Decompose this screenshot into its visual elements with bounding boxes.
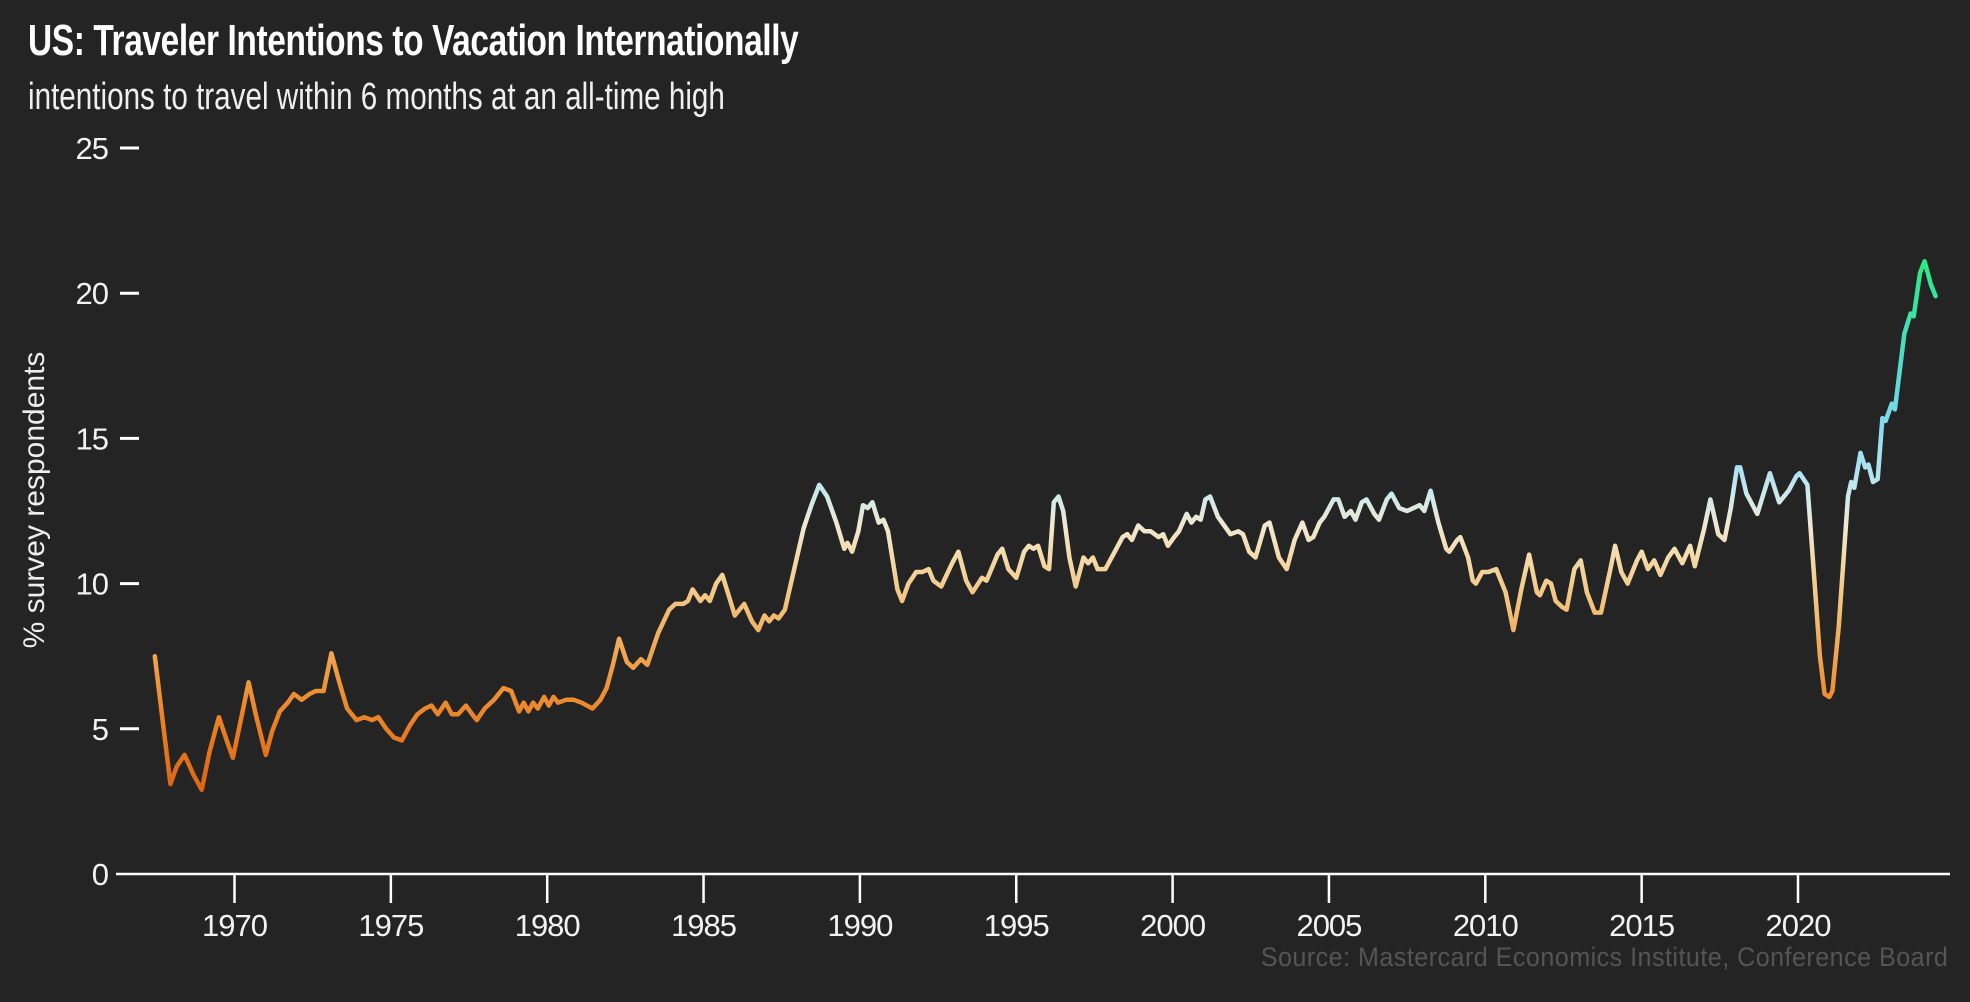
x-tick-label: 1995 <box>984 908 1049 943</box>
x-tick-label: 1985 <box>671 908 736 943</box>
data-line <box>152 259 1938 793</box>
x-tick-label: 2015 <box>1609 908 1674 943</box>
y-tick-label: 5 <box>92 712 108 747</box>
x-tick-label: 1970 <box>202 908 268 943</box>
x-tick-label: 1980 <box>515 908 581 943</box>
y-tick-label: 0 <box>92 857 109 892</box>
y-axis-title: % survey respondents <box>18 352 51 649</box>
y-tick-label: 10 <box>76 567 109 602</box>
y-tick-label: 15 <box>76 421 108 456</box>
source-credit: Source: Mastercard Economics Institute, … <box>1260 942 1948 972</box>
x-tick-label: 2010 <box>1453 908 1519 943</box>
x-tick-label: 2005 <box>1296 908 1361 943</box>
page-title: US: Traveler Intentions to Vacation Inte… <box>28 16 799 65</box>
x-tick-label: 2020 <box>1766 908 1832 943</box>
x-tick-label: 1990 <box>827 908 893 943</box>
chart-subtitle: intentions to travel within 6 months at … <box>28 76 725 118</box>
y-tick-label: 20 <box>76 276 109 311</box>
x-tick-label: 2000 <box>1140 908 1206 943</box>
y-tick-label: 25 <box>76 131 108 166</box>
x-tick-label: 1975 <box>358 908 423 943</box>
